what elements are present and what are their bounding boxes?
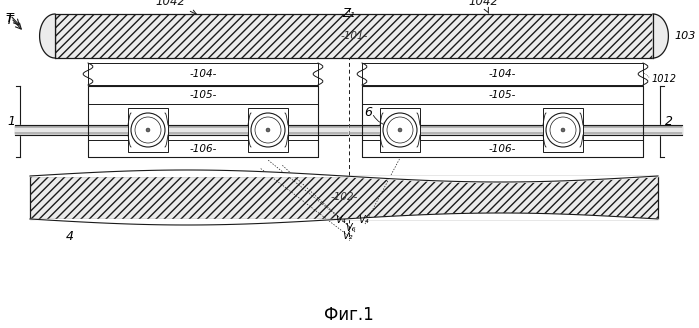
Bar: [362, 86, 643, 157]
Text: T: T: [5, 14, 13, 27]
Bar: [362, 140, 643, 157]
Text: -101-: -101-: [340, 31, 368, 41]
Circle shape: [266, 128, 270, 132]
Circle shape: [251, 113, 285, 147]
Text: -106-: -106-: [189, 144, 217, 154]
Circle shape: [546, 113, 580, 147]
Bar: [88, 86, 318, 104]
Text: Z₁: Z₁: [343, 7, 355, 20]
Text: 6: 6: [364, 106, 372, 118]
Bar: [248, 108, 288, 152]
Bar: [88, 63, 318, 85]
Bar: [88, 140, 318, 157]
Text: V₄: V₄: [358, 215, 368, 225]
Text: 1012: 1012: [652, 74, 677, 84]
Circle shape: [383, 113, 417, 147]
Text: -106-: -106-: [489, 144, 516, 154]
Text: T: T: [5, 12, 13, 25]
Text: V₆: V₆: [345, 223, 355, 233]
Text: 2: 2: [665, 115, 673, 128]
Text: 1042: 1042: [155, 0, 196, 14]
Bar: [55, 14, 653, 58]
Text: -104-: -104-: [189, 69, 217, 79]
Circle shape: [398, 128, 402, 132]
Text: -105-: -105-: [189, 90, 217, 100]
Bar: [543, 108, 583, 152]
Bar: [30, 176, 658, 219]
Text: -102-: -102-: [331, 193, 358, 202]
Text: 1: 1: [7, 115, 15, 128]
Bar: [362, 63, 643, 85]
Polygon shape: [40, 14, 55, 58]
Text: 1042: 1042: [468, 0, 498, 13]
Bar: [88, 86, 318, 157]
Text: V₂: V₂: [342, 231, 352, 241]
Circle shape: [146, 128, 150, 132]
Circle shape: [131, 113, 165, 147]
Circle shape: [561, 128, 565, 132]
Polygon shape: [653, 14, 668, 58]
Bar: [380, 108, 420, 152]
Text: V₄: V₄: [335, 215, 345, 225]
Bar: [362, 86, 643, 104]
Text: Фиг.1: Фиг.1: [324, 306, 374, 324]
Bar: [128, 108, 168, 152]
Text: 103: 103: [675, 31, 696, 41]
Text: 4: 4: [66, 231, 74, 243]
Text: -105-: -105-: [489, 90, 516, 100]
Text: -104-: -104-: [489, 69, 516, 79]
